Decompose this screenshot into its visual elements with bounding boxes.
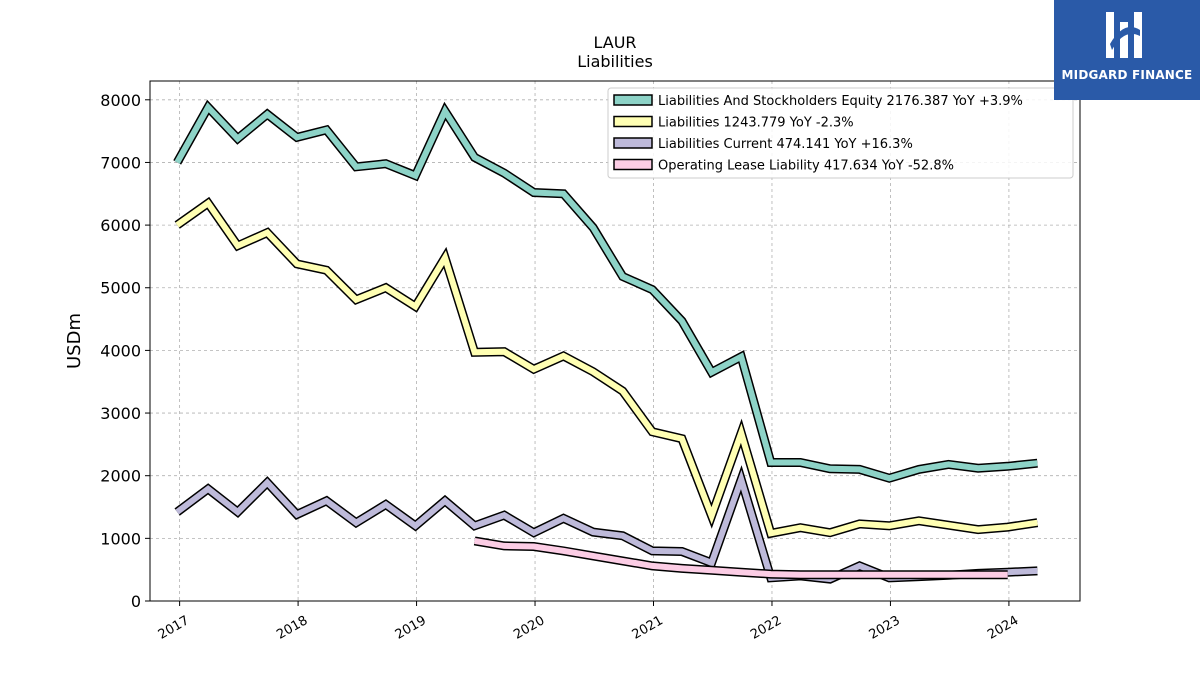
x-axis: 2017 2018 2019 2020 2021 2022 2023 2024 bbox=[156, 601, 1021, 643]
chart-title: LAUR bbox=[593, 33, 636, 52]
x-tick-label: 2019 bbox=[393, 613, 429, 643]
legend-label: Liabilities Current 474.141 YoY +16.3% bbox=[658, 137, 913, 152]
legend-box bbox=[607, 87, 1074, 179]
legend-label: Liabilities 1243.779 YoY -2.3% bbox=[658, 116, 854, 131]
plot-frame bbox=[149, 80, 1081, 602]
series-layer bbox=[173, 99, 1039, 584]
y-tick-label: 4000 bbox=[100, 341, 141, 360]
logo-mark-icon bbox=[1106, 12, 1142, 58]
legend: Liabilities And Stockholders Equity 2176… bbox=[607, 87, 1074, 179]
midgard-finance-logo: MIDGARD FINANCE bbox=[1054, 0, 1200, 100]
y-tick-label: 5000 bbox=[100, 279, 141, 298]
chart-subtitle: Liabilities bbox=[577, 52, 653, 71]
x-tick-label: 2023 bbox=[867, 613, 903, 643]
logo-text: MIDGARD FINANCE bbox=[1061, 68, 1193, 82]
legend-swatch bbox=[613, 115, 653, 128]
legend-swatch bbox=[613, 137, 653, 149]
y-axis: 0 1000 2000 3000 4000 5000 6000 7000 8000 bbox=[100, 91, 150, 611]
y-tick-label: 1000 bbox=[100, 529, 141, 548]
series-outline-liabilities-current bbox=[174, 465, 1038, 584]
legend-label: Operating Lease Liability 417.634 YoY -5… bbox=[658, 159, 954, 174]
y-axis-label: USDm bbox=[64, 313, 85, 369]
y-tick-label: 8000 bbox=[100, 91, 141, 110]
y-tick-label: 6000 bbox=[100, 216, 141, 235]
series-line-operating-lease-liability bbox=[474, 537, 1008, 578]
x-tick-label: 2021 bbox=[630, 613, 666, 643]
legend-swatch bbox=[613, 94, 653, 106]
y-tick-label: 7000 bbox=[100, 153, 141, 172]
x-tick-label: 2018 bbox=[274, 613, 310, 643]
legend-swatch bbox=[613, 158, 653, 171]
y-tick-label: 2000 bbox=[100, 467, 141, 486]
y-tick-label: 3000 bbox=[100, 404, 141, 423]
x-tick-label: 2020 bbox=[511, 613, 547, 643]
x-tick-label: 2022 bbox=[748, 613, 784, 643]
y-tick-label: 0 bbox=[131, 592, 141, 611]
series-line-liabilities bbox=[175, 199, 1038, 537]
legend-label: Liabilities And Stockholders Equity 2176… bbox=[658, 94, 1023, 109]
x-tick-label: 2017 bbox=[156, 613, 192, 643]
x-tick-label: 2024 bbox=[985, 613, 1021, 643]
series-line-liabilities-and-stockholders-equity bbox=[174, 102, 1038, 482]
series-line-liabilities-current bbox=[175, 469, 1038, 583]
